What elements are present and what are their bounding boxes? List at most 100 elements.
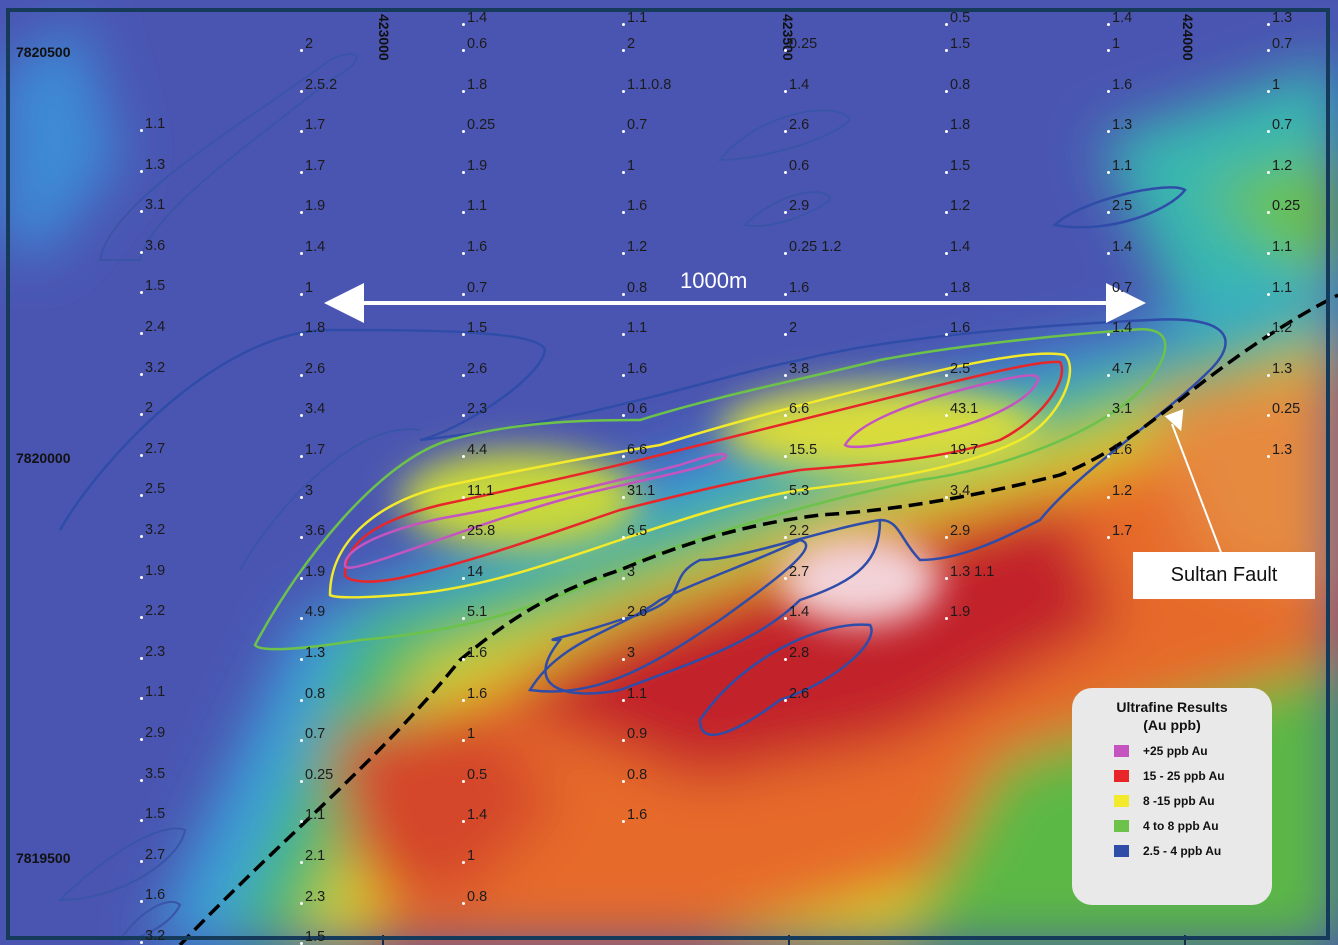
- sample-value: 1.7: [299, 442, 326, 458]
- sample-value: 1.6: [621, 807, 648, 824]
- legend-title: Ultrafine Results: [1116, 699, 1228, 715]
- sample-value: 0.25 1.2: [783, 239, 842, 255]
- legend-swatch: [1114, 745, 1129, 757]
- sample-value: 3.1: [139, 197, 166, 214]
- sample-value: 2.6: [783, 117, 810, 134]
- sample-value: 2.9: [783, 198, 810, 215]
- sample-value: 1.8: [944, 117, 971, 134]
- sample-value: 0.7: [1106, 279, 1133, 296]
- sample-value: 2.5: [139, 481, 166, 498]
- sample-value: 5.1: [461, 604, 488, 621]
- sample-value: 1.3: [1266, 442, 1293, 458]
- legend-label: +25 ppb Au: [1143, 744, 1208, 758]
- sample-value: 2: [621, 36, 636, 52]
- sample-value: 2.7: [783, 563, 810, 580]
- sample-value: 2.8: [783, 645, 810, 661]
- easting-label: 424000: [1180, 14, 1196, 61]
- sample-value: 0.6: [621, 401, 648, 418]
- sample-value: 3.2: [139, 928, 166, 944]
- sultan-fault-label: Sultan Fault: [1133, 552, 1315, 599]
- sample-value: 1: [461, 848, 476, 864]
- northing-label: 7819500: [16, 850, 71, 866]
- sample-value: 1.7: [299, 117, 326, 134]
- easting-label: 423000: [376, 14, 392, 61]
- sample-value: 3.5: [139, 765, 166, 782]
- sample-value: 0.8: [299, 685, 326, 702]
- sample-value: 0.7: [299, 726, 326, 743]
- sample-value: 2.6: [621, 604, 648, 621]
- sample-value: 1.1: [139, 684, 166, 701]
- sample-value: 1.1: [299, 807, 326, 824]
- sample-value: 6.6: [783, 401, 810, 418]
- legend-subtitle: (Au ppb): [1143, 717, 1201, 733]
- sample-value: 3.6: [299, 523, 326, 540]
- fault-pointer-line: [1164, 408, 1223, 556]
- sample-value: 3.6: [139, 237, 166, 254]
- sample-value: 1.6: [461, 685, 488, 702]
- sample-value: 6.6: [621, 442, 648, 458]
- sample-value: 1.6: [461, 239, 488, 255]
- sample-value: 1.5: [944, 157, 971, 174]
- sample-value: 1.6: [621, 360, 648, 377]
- sample-value: 2.5.2: [299, 76, 338, 93]
- sample-value: 2.3: [299, 888, 326, 905]
- sample-value: 1.4: [944, 239, 971, 255]
- legend-item: 4 to 8 ppb Au: [1086, 818, 1258, 834]
- legend-label: 4 to 8 ppb Au: [1143, 819, 1219, 833]
- legend-item: +25 ppb Au: [1086, 743, 1258, 759]
- sample-value: 2.7: [139, 846, 166, 863]
- legend-swatch: [1114, 820, 1129, 832]
- sample-value: 1.9: [461, 157, 488, 174]
- sample-value: 1.3: [299, 645, 326, 661]
- legend-label: 2.5 - 4 ppb Au: [1143, 844, 1222, 858]
- sample-value: 1.9: [139, 562, 166, 579]
- sample-value: 0.5: [461, 766, 488, 783]
- sample-value: 2.1: [299, 848, 326, 864]
- sample-value: 0.7: [1266, 36, 1293, 52]
- sample-value: 1.5: [299, 929, 326, 945]
- contour-15-25: [343, 360, 1064, 583]
- legend: Ultrafine Results (Au ppb) +25 ppb Au 15 …: [1072, 688, 1272, 905]
- sample-value: 1.5: [461, 320, 488, 337]
- sample-value: 1.2: [944, 198, 971, 215]
- sample-value: 14: [461, 563, 484, 580]
- legend-item: 8 -15 ppb Au: [1086, 793, 1258, 809]
- scale-bar-label: 1000m: [680, 268, 748, 293]
- sample-value: 1.4: [461, 807, 488, 824]
- sample-value: 1.9: [299, 563, 326, 580]
- sample-value: 0.25: [783, 36, 818, 52]
- sample-value: 1.6: [1106, 76, 1133, 93]
- sample-value: 2.4: [139, 319, 166, 335]
- sample-value: 3: [621, 563, 636, 580]
- sample-value: 19.7: [944, 442, 979, 458]
- sample-value: 1.7: [1106, 523, 1133, 540]
- sample-value: 11.1: [461, 482, 495, 499]
- sample-value: 1.1: [621, 320, 648, 337]
- sample-value: 1.1: [1106, 157, 1133, 174]
- sample-value: 1.4: [1106, 320, 1133, 337]
- sample-value: 1.1: [461, 198, 488, 215]
- sample-value: 1.4: [783, 604, 810, 621]
- sample-value: 1.1: [621, 10, 648, 26]
- contour-4-8: [253, 328, 1167, 651]
- sample-value: 1.8: [944, 279, 971, 296]
- sample-value: 2.5: [1106, 198, 1133, 215]
- sample-value: 1.2: [621, 239, 648, 255]
- legend-swatch: [1114, 795, 1129, 807]
- sample-value: 0.7: [461, 279, 488, 296]
- contour-2.5-4: [57, 52, 1227, 942]
- sample-value: 4.4: [461, 442, 488, 458]
- sample-value: 0.6: [783, 157, 810, 174]
- sample-value: 1.8: [461, 76, 488, 93]
- sample-value: 1.5: [139, 278, 166, 295]
- legend-swatch: [1114, 845, 1129, 857]
- sample-value: 1.6: [783, 279, 810, 296]
- sample-value: 2.2: [783, 523, 810, 540]
- sample-value: 3.4: [944, 482, 971, 499]
- sample-value: 2.9: [944, 523, 971, 540]
- sample-value: 0.9: [621, 726, 648, 743]
- sample-value: 0.25: [1266, 198, 1301, 215]
- sample-value: 0.5: [944, 10, 971, 26]
- sample-value: 2.6: [299, 360, 326, 377]
- sultan-fault-line: [178, 293, 1338, 945]
